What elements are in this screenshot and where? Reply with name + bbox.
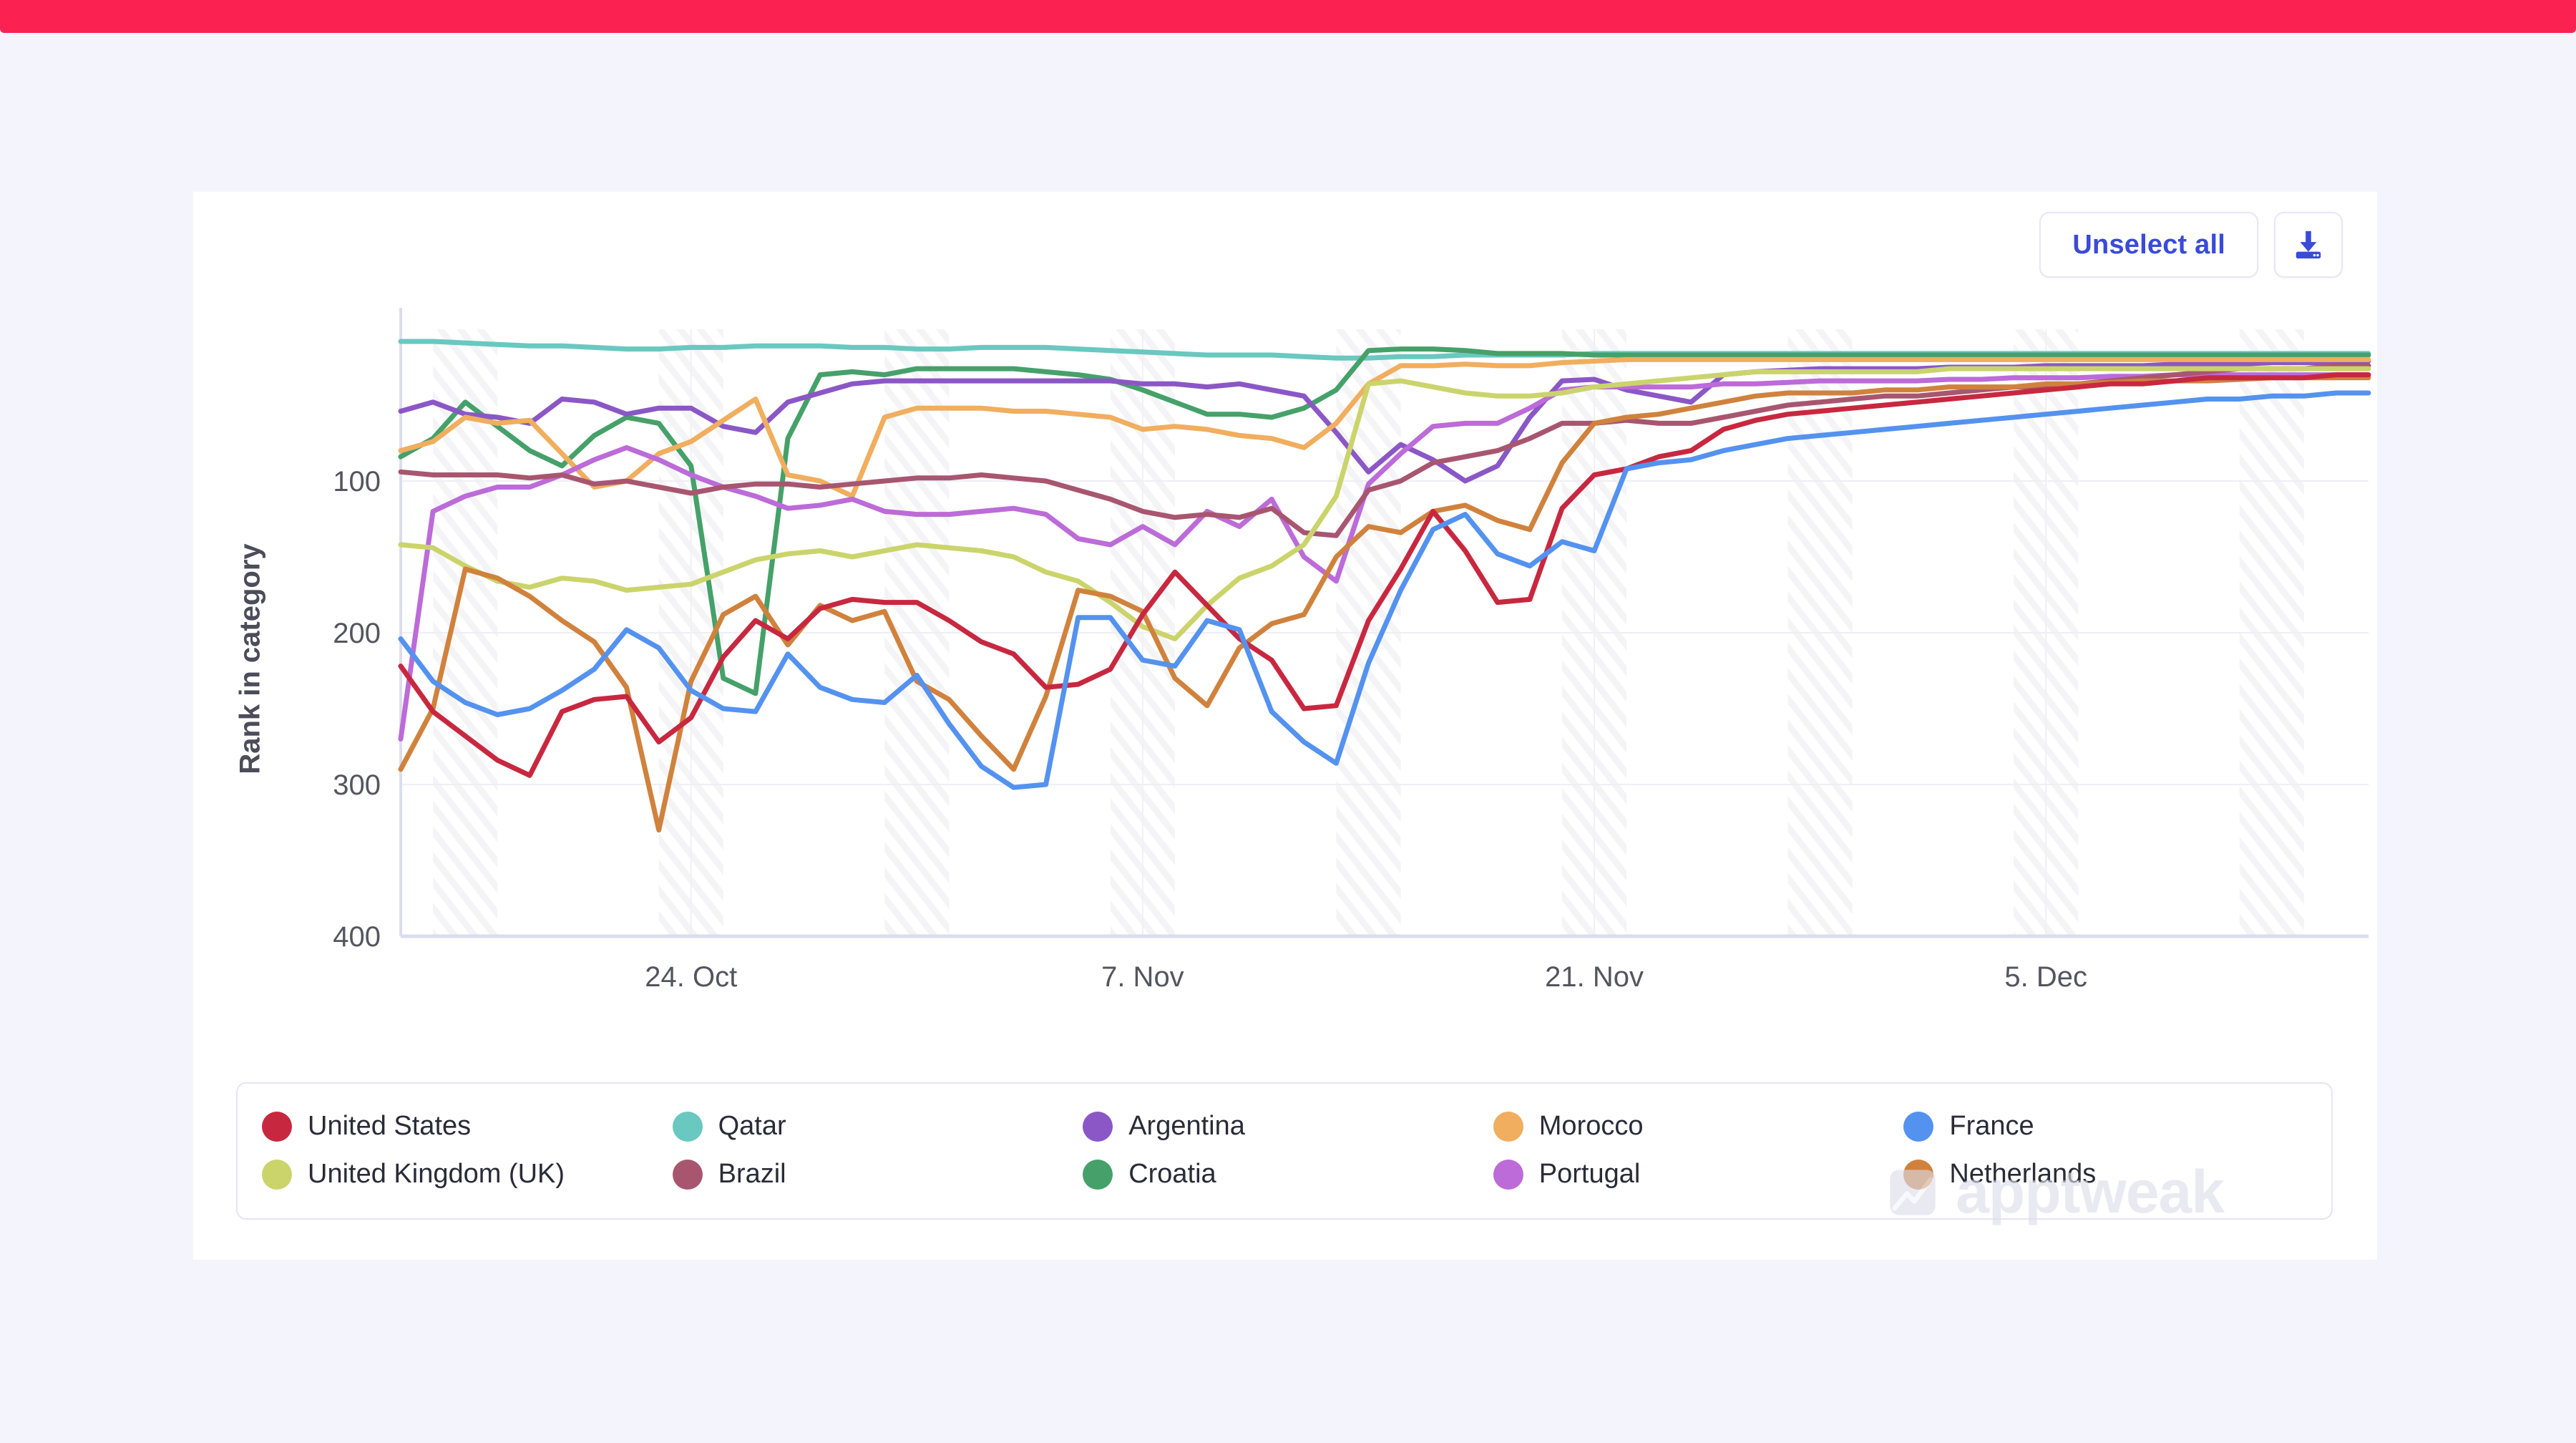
legend-color-dot bbox=[672, 1159, 703, 1190]
series-legend: United States Qatar Argentina Morocco France… bbox=[236, 1082, 2333, 1220]
rank-chart-card: Unselect all Rank in category 100 200 30 bbox=[193, 192, 2377, 1260]
legend-color-dot bbox=[262, 1159, 292, 1190]
legend-item[interactable]: United States bbox=[262, 1102, 673, 1150]
legend-color-dot bbox=[1903, 1111, 1934, 1142]
svg-text:21. Nov: 21. Nov bbox=[1545, 961, 1644, 993]
series-lines bbox=[398, 339, 2371, 833]
legend-item[interactable]: Argentina bbox=[1083, 1102, 1493, 1150]
svg-text:400: 400 bbox=[333, 921, 381, 953]
chart-logo-icon bbox=[1890, 1169, 1936, 1215]
legend-color-dot bbox=[672, 1111, 703, 1142]
legend-item[interactable]: Qatar bbox=[672, 1102, 1083, 1150]
svg-text:24. Oct: 24. Oct bbox=[645, 961, 737, 993]
legend-item-label: Netherlands bbox=[1949, 1159, 2097, 1189]
x-axis-ticks: 24. Oct 7. Nov 21. Nov 5. Dec bbox=[645, 961, 2087, 993]
legend-item-label: Morocco bbox=[1538, 1111, 1644, 1141]
svg-text:300: 300 bbox=[333, 769, 381, 801]
series-line bbox=[398, 363, 2371, 538]
unselect-all-button[interactable]: Unselect all bbox=[2039, 212, 2258, 278]
series-line bbox=[398, 390, 2371, 790]
download-button[interactable] bbox=[2274, 212, 2343, 278]
rank-line-chart: 100 200 300 400 24. Oct 7. Nov 21. Nov 5. Dec bbox=[333, 308, 2371, 993]
download-icon bbox=[2296, 230, 2321, 259]
legend-color-dot bbox=[1083, 1111, 1113, 1142]
legend-item-label: Qatar bbox=[718, 1111, 786, 1141]
svg-text:100: 100 bbox=[333, 466, 381, 497]
series-line bbox=[398, 346, 2371, 696]
legend-item[interactable]: Morocco bbox=[1493, 1102, 1904, 1150]
series-line bbox=[398, 375, 2371, 833]
legend-color-dot bbox=[1493, 1111, 1523, 1142]
top-accent-bar bbox=[0, 0, 2576, 33]
legend-item-label: Brazil bbox=[718, 1159, 786, 1189]
chart-toolbar: Unselect all bbox=[2039, 212, 2343, 278]
apptweak-watermark: apptweak bbox=[1885, 1157, 2225, 1227]
legend-item[interactable]: Croatia bbox=[1083, 1150, 1493, 1198]
legend-item[interactable]: Brazil bbox=[672, 1150, 1083, 1198]
legend-item-label: France bbox=[1949, 1111, 2034, 1141]
svg-text:200: 200 bbox=[333, 618, 381, 649]
series-line bbox=[398, 366, 2371, 641]
legend-item-label: United Kingdom (UK) bbox=[308, 1159, 565, 1189]
series-line bbox=[398, 359, 2371, 484]
series-line bbox=[398, 372, 2371, 778]
y-axis-ticks: 100 200 300 400 bbox=[333, 466, 381, 953]
legend-item[interactable]: United Kingdom (UK) bbox=[262, 1150, 673, 1198]
svg-text:7. Nov: 7. Nov bbox=[1101, 961, 1184, 993]
unselect-all-label: Unselect all bbox=[2072, 229, 2225, 260]
legend-item[interactable]: Portugal bbox=[1493, 1150, 1904, 1198]
legend-item-label: Argentina bbox=[1128, 1111, 1245, 1141]
legend-color-dot bbox=[1493, 1159, 1523, 1190]
legend-item-label: United States bbox=[308, 1111, 472, 1141]
chart-area: Rank in category 100 200 300 400 24. Oct 7. … bbox=[193, 299, 2377, 1108]
watermark-text: apptweak bbox=[1956, 1158, 2225, 1225]
legend-item-label: Portugal bbox=[1538, 1159, 1641, 1189]
legend-item[interactable]: France bbox=[1903, 1102, 2314, 1150]
legend-color-dot bbox=[262, 1111, 292, 1142]
svg-text:5. Dec: 5. Dec bbox=[2004, 961, 2087, 993]
legend-item-label: Croatia bbox=[1128, 1159, 1216, 1189]
series-line bbox=[398, 356, 2371, 499]
legend-color-dot bbox=[1083, 1159, 1113, 1190]
